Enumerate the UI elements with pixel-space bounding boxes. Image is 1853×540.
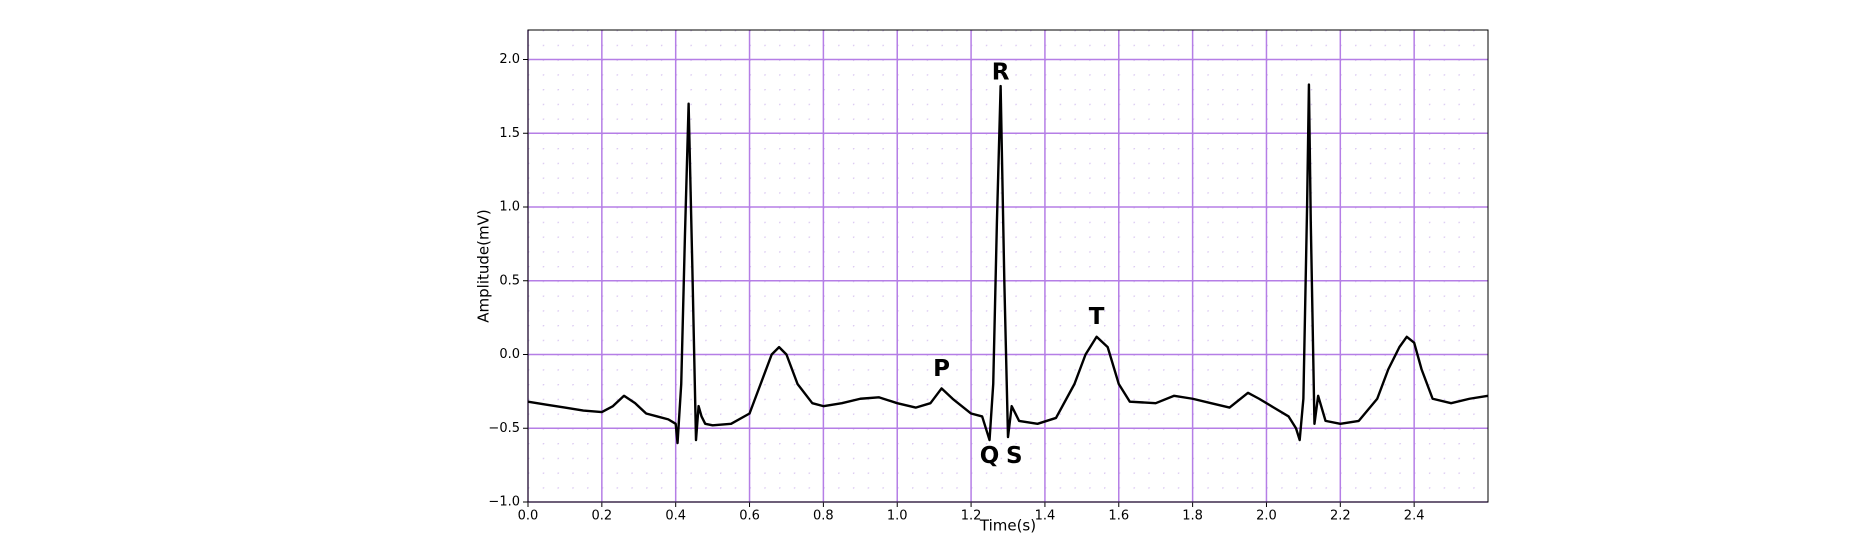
ecg-line [527,83,1489,445]
x-tick-label: 0.6 [739,509,760,524]
x-tick-label: 0.8 [813,509,834,524]
wave-annotation: Q [980,443,1000,469]
x-tick-label: 0.0 [518,509,539,524]
wave-annotation: T [1089,304,1105,330]
x-tick-label: 1.2 [961,509,982,524]
x-tick-label: 0.4 [665,509,686,524]
y-tick-label: −1.0 [488,495,520,510]
y-tick-label: 0.0 [499,347,520,362]
wave-annotation: R [992,59,1010,85]
wave-annotation: S [1006,443,1023,469]
x-tick-label: 2.0 [1256,509,1277,524]
y-tick-label: 2.0 [499,52,520,67]
x-tick-label: 1.0 [887,509,908,524]
y-axis-label: Amplitude(mV) [475,209,493,322]
x-tick-label: 1.6 [1108,509,1129,524]
x-tick-label: 1.8 [1182,509,1203,524]
y-tick-label: 1.5 [499,126,520,141]
y-tick-label: −0.5 [488,421,520,436]
plot-frame [527,29,1489,503]
wave-annotation: P [933,356,950,382]
y-tick-label: 1.0 [499,200,520,215]
x-tick-label: 2.2 [1330,509,1351,524]
x-axis-label: Time(s) [979,517,1036,535]
x-tick-label: 1.4 [1035,509,1056,524]
x-tick-label: 0.2 [592,509,613,524]
y-tick-label: 0.5 [499,273,520,288]
x-tick-label: 2.4 [1404,509,1425,524]
